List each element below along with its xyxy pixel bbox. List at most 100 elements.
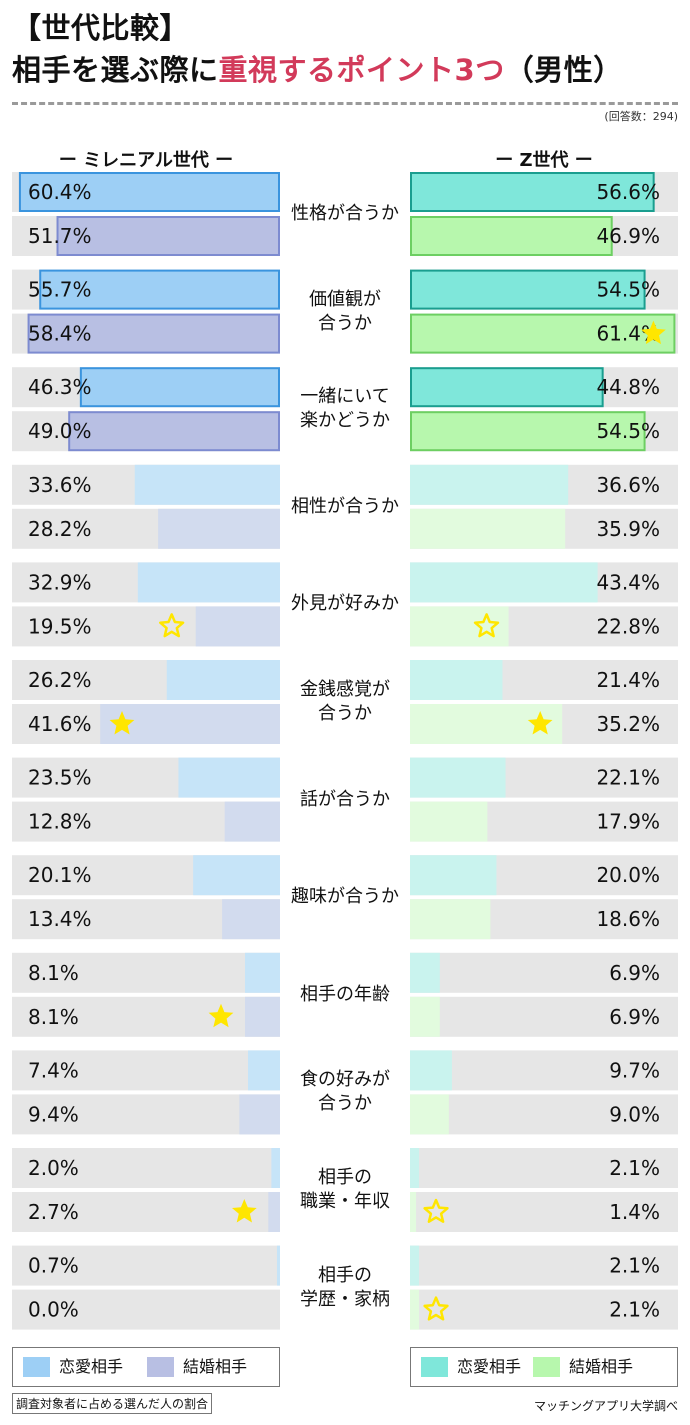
data-label-z: 36.6% [596, 473, 660, 497]
category-label-line: 職業・年収 [300, 1191, 390, 1212]
bar-z-marry [410, 1094, 449, 1135]
bar-mill-love [244, 952, 280, 993]
data-label-mill: 26.2% [28, 668, 92, 692]
category-label: 外見が好みか [285, 592, 405, 616]
title-post: （男性） [504, 53, 623, 87]
category-label-line: 外見が好みか [291, 593, 399, 615]
data-label-z: 2.1% [609, 1254, 660, 1278]
category-label: 話が合うか [285, 788, 405, 812]
bar-z-love [410, 952, 440, 993]
legend-swatch-z-love [421, 1357, 448, 1377]
legend-label-mill-love: 恋愛相手 [59, 1357, 124, 1376]
bar-z-love [410, 562, 598, 603]
right-group-header: ー Z世代 ー [495, 150, 593, 171]
legend-swatch-mill-love [23, 1357, 50, 1377]
bar-track [410, 1192, 678, 1232]
bar-z-marry [410, 1289, 420, 1330]
star-icon-z [641, 320, 666, 345]
category-label-line: 食の好みが [300, 1069, 390, 1091]
data-label-mill: 32.9% [28, 570, 92, 594]
data-label-mill: 60.4% [28, 180, 92, 204]
data-label-z: 46.9% [596, 224, 660, 248]
bar-track [410, 996, 678, 1037]
data-label-mill: 2.7% [28, 1200, 79, 1224]
data-label-mill: 2.0% [28, 1156, 79, 1180]
left-group-header: ー ミレニアル世代 ー [58, 150, 234, 171]
data-label-z: 9.7% [609, 1058, 660, 1082]
category-label-line: 合うか [318, 312, 372, 334]
star-icon-z [423, 1198, 449, 1223]
source-credit: マッチングアプリ大学調べ [533, 1399, 678, 1413]
bar-track [12, 1094, 280, 1135]
star-icon-z [473, 613, 500, 638]
data-label-z: 35.9% [596, 517, 660, 541]
bar-z-love [410, 1050, 452, 1091]
bar-z-marry [410, 801, 488, 842]
bar-track [12, 1050, 280, 1091]
data-label-mill: 23.5% [28, 766, 92, 790]
data-label-z: 22.8% [596, 614, 660, 638]
legend-label-z-marry: 結婚相手 [569, 1357, 634, 1376]
bar-z-love [410, 855, 497, 896]
data-label-z: 22.1% [596, 766, 660, 790]
data-label-mill: 8.1% [28, 961, 79, 985]
category-label: 一緒にいて 楽かどうか [285, 385, 405, 433]
category-label: 性格が合うか [285, 202, 405, 226]
category-label-line: 相手の [318, 1264, 372, 1286]
bar-track [12, 952, 280, 993]
data-label-z: 43.4% [596, 570, 660, 594]
category-label: 価値観が 合うか [285, 288, 405, 336]
bar-track [12, 1192, 280, 1232]
bar-mill-marry [27, 313, 280, 354]
bar-z-love [410, 172, 655, 212]
bar-mill-love [271, 1148, 280, 1188]
bar-z-love [410, 269, 646, 310]
star-icon-z [527, 711, 553, 735]
data-label-mill: 7.4% [28, 1058, 79, 1082]
bar-mill-marry [222, 899, 280, 940]
data-label-mill: 12.8% [28, 810, 92, 834]
category-label: 趣味が合うか [285, 885, 405, 909]
data-label-z: 56.6% [596, 180, 660, 204]
data-label-mill: 49.0% [28, 419, 92, 443]
data-label-z: 2.1% [609, 1156, 660, 1180]
bar-track [12, 996, 280, 1037]
star-icon-mill [109, 711, 135, 735]
bar-track [410, 952, 678, 993]
star-icon-mill [232, 1199, 257, 1223]
data-label-z: 35.2% [596, 712, 660, 736]
category-label: 相手の年齢 [285, 983, 405, 1007]
category-label: 金銭感覚が 合うか [285, 678, 405, 726]
bar-mill-marry [195, 606, 280, 647]
data-label-z: 54.5% [596, 278, 660, 302]
category-label-line: 学歴・家柄 [300, 1288, 390, 1310]
bar-z-marry [410, 1192, 417, 1232]
star-icon-z [423, 1296, 449, 1321]
bar-mill-love [276, 1245, 280, 1286]
category-label-line: 相手の年齢 [300, 983, 390, 1005]
data-label-mill: 19.5% [28, 614, 92, 638]
respondent-count: (回答数：294) [604, 110, 678, 123]
data-label-mill: 28.2% [28, 517, 92, 541]
data-label-z: 54.5% [596, 419, 660, 443]
data-label-z: 17.9% [596, 810, 660, 834]
bar-z-marry [410, 411, 646, 452]
category-label-line: 価値観が [309, 288, 381, 310]
bar-track [410, 1050, 678, 1091]
data-label-mill: 20.1% [28, 863, 92, 887]
data-label-z: 18.6% [596, 907, 660, 931]
footnote: 調査対象者に占める選んだ人の割合 [12, 1393, 213, 1414]
bar-z-love [410, 1148, 420, 1188]
bar-z-love [410, 757, 506, 798]
bar-mill-love [134, 464, 280, 505]
data-label-z: 9.0% [609, 1102, 660, 1126]
category-label-line: 合うか [318, 1093, 372, 1115]
bar-mill-marry [158, 508, 280, 549]
category-label-line: 合うか [318, 703, 372, 724]
data-label-z: 21.4% [596, 668, 660, 692]
category-label-line: 趣味が合うか [291, 886, 399, 908]
category-label-line: 相手の [318, 1167, 372, 1188]
bar-mill-marry [224, 801, 280, 842]
legend-swatch-mill-marry [147, 1357, 174, 1377]
bar-mill-love [166, 660, 280, 700]
